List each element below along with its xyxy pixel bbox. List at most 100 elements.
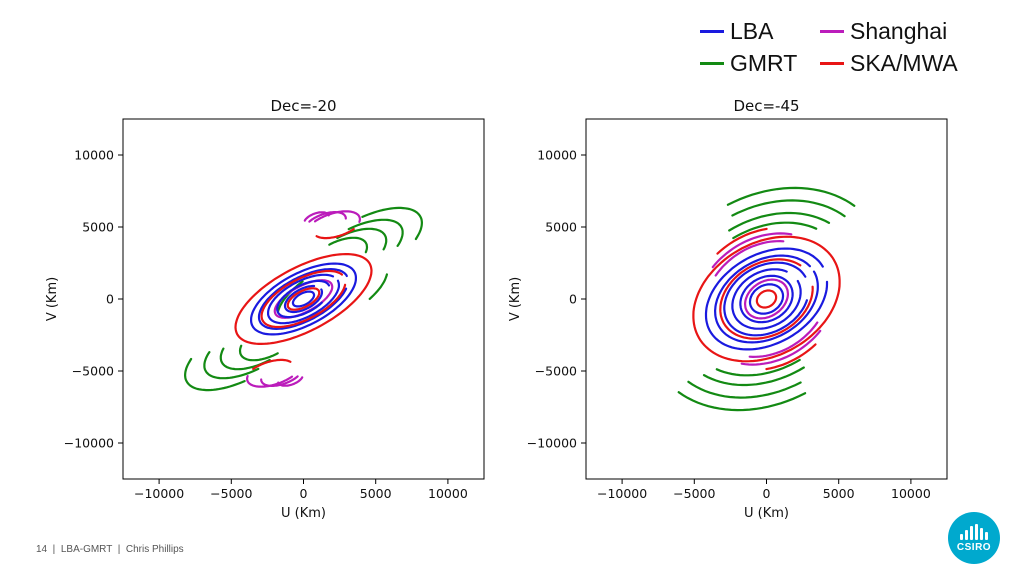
uv-track [203,351,260,380]
uv-track [719,258,814,340]
x-tick-label: 10000 [428,486,468,501]
series-ska-mwa [692,227,841,371]
uv-track [731,199,846,218]
uv-track [286,287,321,311]
uv-track [723,261,808,337]
x-tick-label: 0 [763,486,771,501]
uv-track [238,344,279,362]
uv-track [246,375,294,388]
uv-track [732,221,818,240]
x-tick-label: 5000 [360,486,392,501]
series-lba [704,247,829,351]
chart-title: Dec=-20 [270,97,336,115]
uv-track [714,239,785,277]
footer-separator: | [114,544,124,555]
series-gmrt [183,206,424,392]
x-axis-label: U (Km) [744,506,789,521]
legend-label: Shanghai [850,18,948,44]
uv-track [260,269,347,329]
legend-swatch [700,30,724,33]
y-tick-label: 10000 [74,148,114,163]
uv-track [267,273,340,325]
series-shanghai [711,232,822,366]
page-number: 14 [36,544,48,555]
y-axis-label: V (Km) [45,277,60,321]
uv-track [257,267,348,331]
x-axis-label: U (Km) [281,506,326,521]
y-tick-label: 0 [106,292,114,307]
footer: 14 | LBA-GMRT | Chris Phillips [36,544,184,555]
legend: LBA Shanghai GMRT SKA/MWA [690,14,990,84]
uv-track [234,253,373,345]
uv-track [308,210,347,223]
uv-track [704,247,829,351]
chart-title: Dec=-45 [733,97,799,115]
uv-track [731,268,802,330]
legend-label: SKA/MWA [850,50,958,76]
y-tick-label: −10000 [527,436,577,451]
uv-track [755,289,778,309]
legend-label: GMRT [730,50,798,76]
x-tick-label: 5000 [823,486,855,501]
uv-track [313,210,361,223]
uv-plot-dec-20: Dec=-20 −10000 −5000 0 5000 10000 −10000 −5000 0… [45,97,485,521]
uv-track [328,236,369,254]
y-axis-label: V (Km) [508,277,523,321]
uv-track [726,186,856,207]
series-gmrt [677,186,856,412]
uv-plot-dec-45: Dec=-45 −10000 −5000 0 5000 10000 −10000 −5000 0… [508,97,948,521]
series-ska-mwa [234,228,373,370]
plot-frame [122,118,485,480]
uv-track [336,227,388,251]
uv-track [252,358,292,370]
uv-track [291,290,316,308]
uv-track [219,347,271,371]
y-tick-label: −5000 [535,364,577,379]
footer-separator: | [49,544,59,555]
uv-track [250,262,357,336]
uv-track [713,254,819,344]
csiro-logo: CSIRO [948,512,1000,564]
uv-track [716,227,768,255]
y-tick-label: 10000 [537,148,577,163]
uv-track [702,366,805,387]
uv-track [677,391,807,412]
y-tick-label: 0 [569,292,577,307]
y-tick-label: −10000 [64,436,114,451]
legend-swatch [820,30,844,33]
uv-track [728,211,831,232]
x-tick-label: −5000 [210,486,252,501]
legend-item-gmrt: GMRT [700,50,797,77]
uv-track [711,232,793,269]
footer-title: LBA-GMRT [60,544,113,555]
y-tick-label: 5000 [82,220,114,235]
series-lba [250,262,357,336]
legend-swatch [820,62,844,65]
x-tick-label: 10000 [891,486,931,501]
x-tick-label: −10000 [597,486,647,501]
uv-track [277,376,304,387]
uv-track [740,329,822,366]
legend-item-ska-mwa: SKA/MWA [820,50,958,77]
uv-track [739,274,794,324]
uv-track [692,235,841,363]
uv-track [748,321,819,359]
logo-bars-icon [960,523,988,540]
uv-track [315,228,355,240]
plot-frame [585,118,948,480]
x-tick-label: 0 [300,486,308,501]
series-shanghai [246,210,361,388]
uv-track [260,375,299,387]
footer-author: Chris Phillips [125,544,184,555]
uv-track [715,358,801,377]
logo-text: CSIRO [956,541,992,553]
uv-track [748,283,785,315]
uv-track [368,273,388,300]
legend-item-shanghai: Shanghai [820,18,947,45]
x-tick-label: −5000 [673,486,715,501]
plot-area [677,186,856,412]
y-tick-label: −5000 [72,364,114,379]
x-tick-label: −10000 [134,486,184,501]
y-tick-label: 5000 [545,220,577,235]
legend-label: LBA [730,18,774,44]
